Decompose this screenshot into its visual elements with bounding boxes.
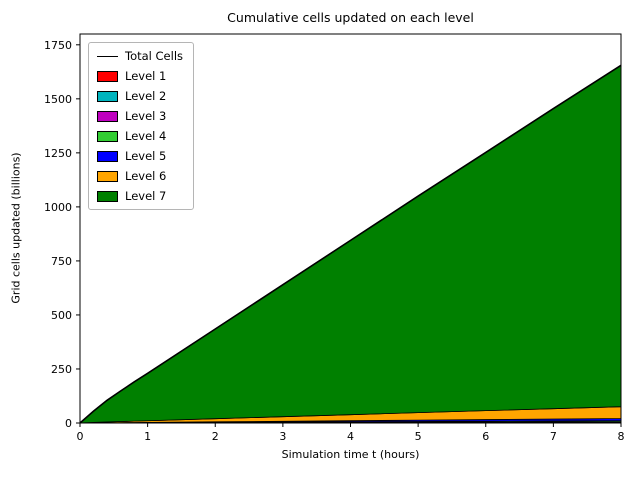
legend-label: Level 5 <box>125 149 167 163</box>
chart-title: Cumulative cells updated on each level <box>227 10 474 25</box>
legend-entry-level-6: Level 6 <box>97 168 183 184</box>
x-tick-label: 0 <box>77 430 84 443</box>
legend-label: Total Cells <box>125 49 183 63</box>
legend-entry-level-2: Level 2 <box>97 88 183 104</box>
y-axis-label: Grid cells updated (billions) <box>9 152 23 304</box>
legend-entry-level-1: Level 1 <box>97 68 183 84</box>
legend-swatch-level-5 <box>97 150 118 162</box>
legend-label: Level 6 <box>125 169 167 183</box>
legend-entry-total-cells: Total Cells <box>97 48 183 64</box>
x-tick-label: 8 <box>618 430 625 443</box>
legend: Total Cells Level 1 Level 2 Level 3 Level 4 L… <box>88 42 194 210</box>
x-tick-label: 5 <box>415 430 422 443</box>
legend-swatch-level-2 <box>97 90 118 102</box>
x-axis-label: Simulation time t (hours) <box>281 448 420 461</box>
x-tick-label: 6 <box>482 430 489 443</box>
legend-swatch-level-3 <box>97 110 118 122</box>
legend-entry-level-7: Level 7 <box>97 188 183 204</box>
x-tick-label: 1 <box>144 430 151 443</box>
y-tick-label: 250 <box>51 363 72 376</box>
legend-swatch-level-1 <box>97 70 118 82</box>
y-tick-label: 0 <box>65 417 72 430</box>
x-tick-label: 3 <box>279 430 286 443</box>
x-tick-label: 4 <box>347 430 354 443</box>
legend-swatch-level-7 <box>97 190 118 202</box>
total-cells-line <box>79 64 622 424</box>
x-tick-label: 2 <box>212 430 219 443</box>
legend-label: Level 1 <box>125 69 167 83</box>
y-tick-label: 1500 <box>44 93 72 106</box>
y-tick-label: 750 <box>51 255 72 268</box>
legend-entry-level-4: Level 4 <box>97 128 183 144</box>
legend-swatch-level-4 <box>97 130 118 142</box>
y-tick-label: 1750 <box>44 39 72 52</box>
legend-line-sample-total-cells <box>97 55 118 57</box>
y-tick-label: 1250 <box>44 147 72 160</box>
x-tick-label: 7 <box>550 430 557 443</box>
legend-label: Level 3 <box>125 109 167 123</box>
legend-label: Level 4 <box>125 129 167 143</box>
legend-label: Level 2 <box>125 89 167 103</box>
y-tick-label: 500 <box>51 309 72 322</box>
legend-swatch-level-6 <box>97 170 118 182</box>
y-tick-label: 1000 <box>44 201 72 214</box>
legend-label: Level 7 <box>125 189 167 203</box>
legend-entry-level-3: Level 3 <box>97 108 183 124</box>
legend-entry-level-5: Level 5 <box>97 148 183 164</box>
